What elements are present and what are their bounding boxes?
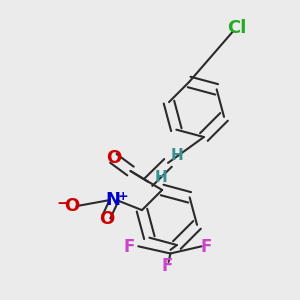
- Text: N: N: [106, 191, 121, 209]
- Text: H: H: [171, 148, 183, 164]
- Text: O: O: [99, 210, 114, 228]
- Text: F: F: [162, 257, 173, 275]
- Text: F: F: [123, 238, 135, 256]
- Text: +: +: [117, 190, 128, 203]
- Text: O: O: [64, 197, 80, 215]
- Text: F: F: [201, 238, 212, 256]
- Text: H: H: [154, 170, 167, 185]
- Text: −: −: [57, 196, 69, 211]
- Text: O: O: [106, 149, 121, 167]
- Text: Cl: Cl: [227, 19, 247, 37]
